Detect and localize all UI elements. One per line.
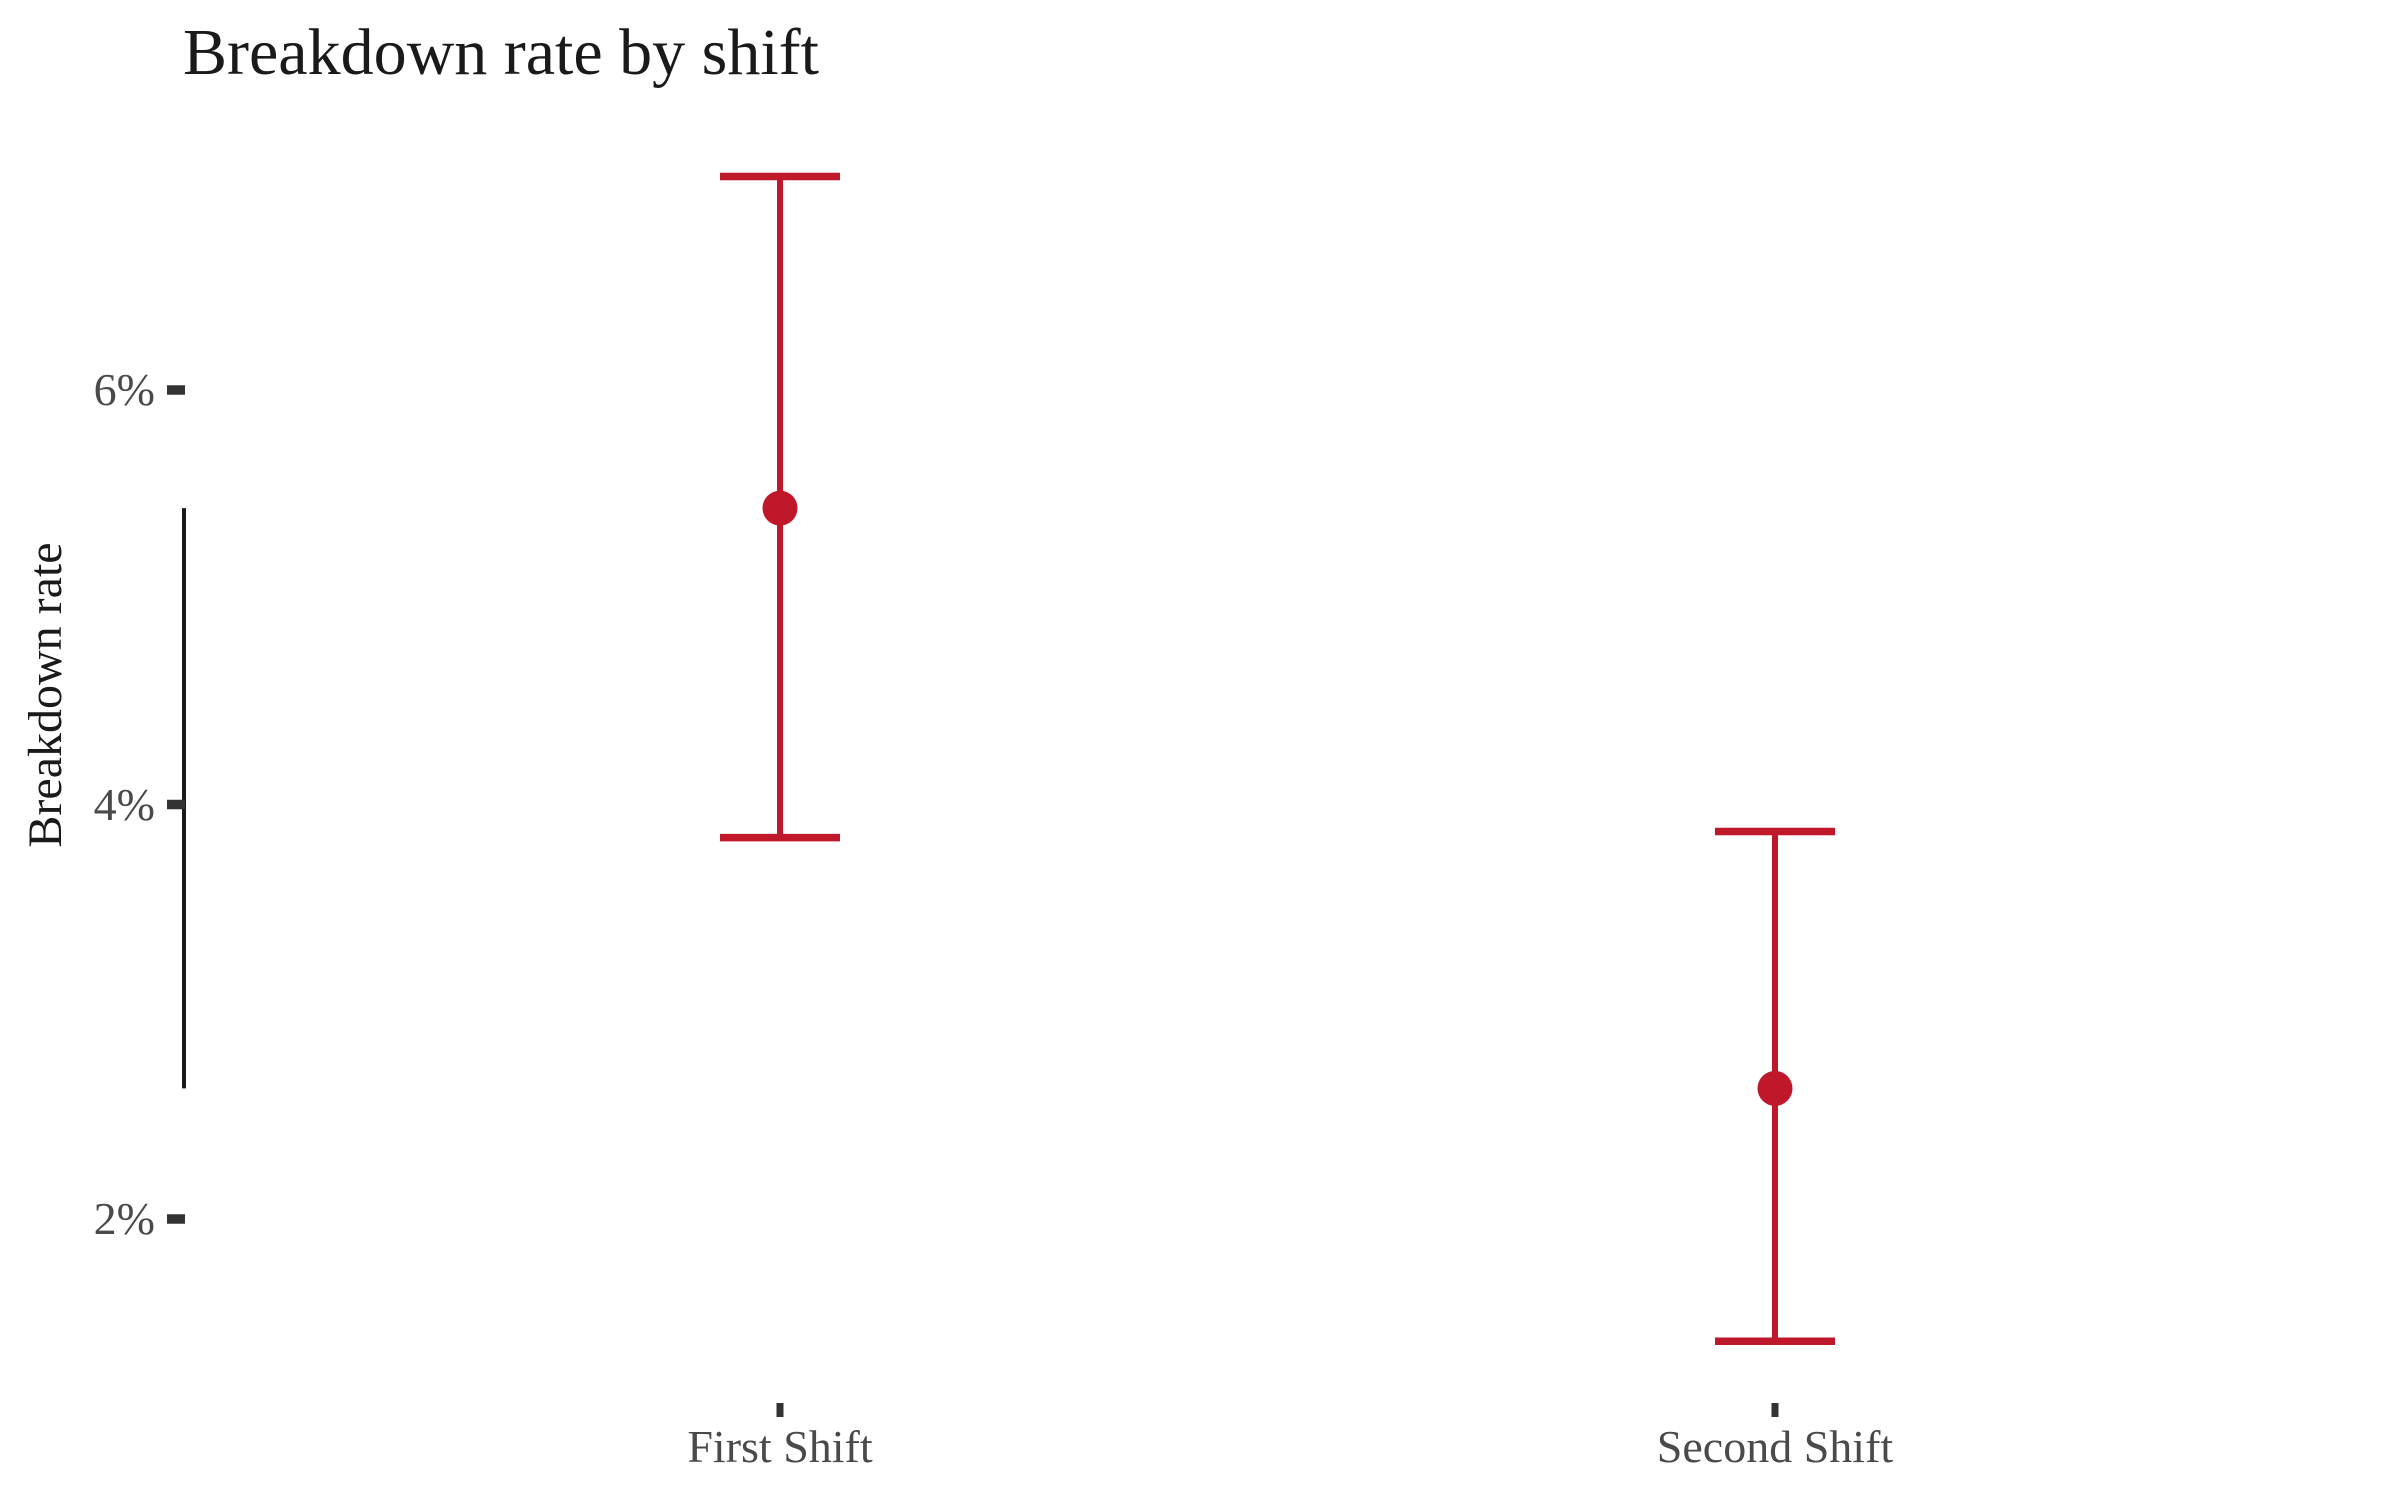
y-tick-label-4pct: 4% [93,778,155,830]
y-axis-title: Breakdown rate [19,542,72,848]
point-estimate [762,490,798,526]
x-tick-label-second-shift: Second Shift [1656,1421,1894,1472]
chart-title: Breakdown rate by shift [183,16,819,89]
x-tick-label-first-shift: First Shift [687,1421,873,1472]
y-tick-label-2pct: 2% [93,1193,155,1244]
point-estimate [1757,1070,1793,1106]
y-tick-label-6pct: 6% [93,364,155,415]
